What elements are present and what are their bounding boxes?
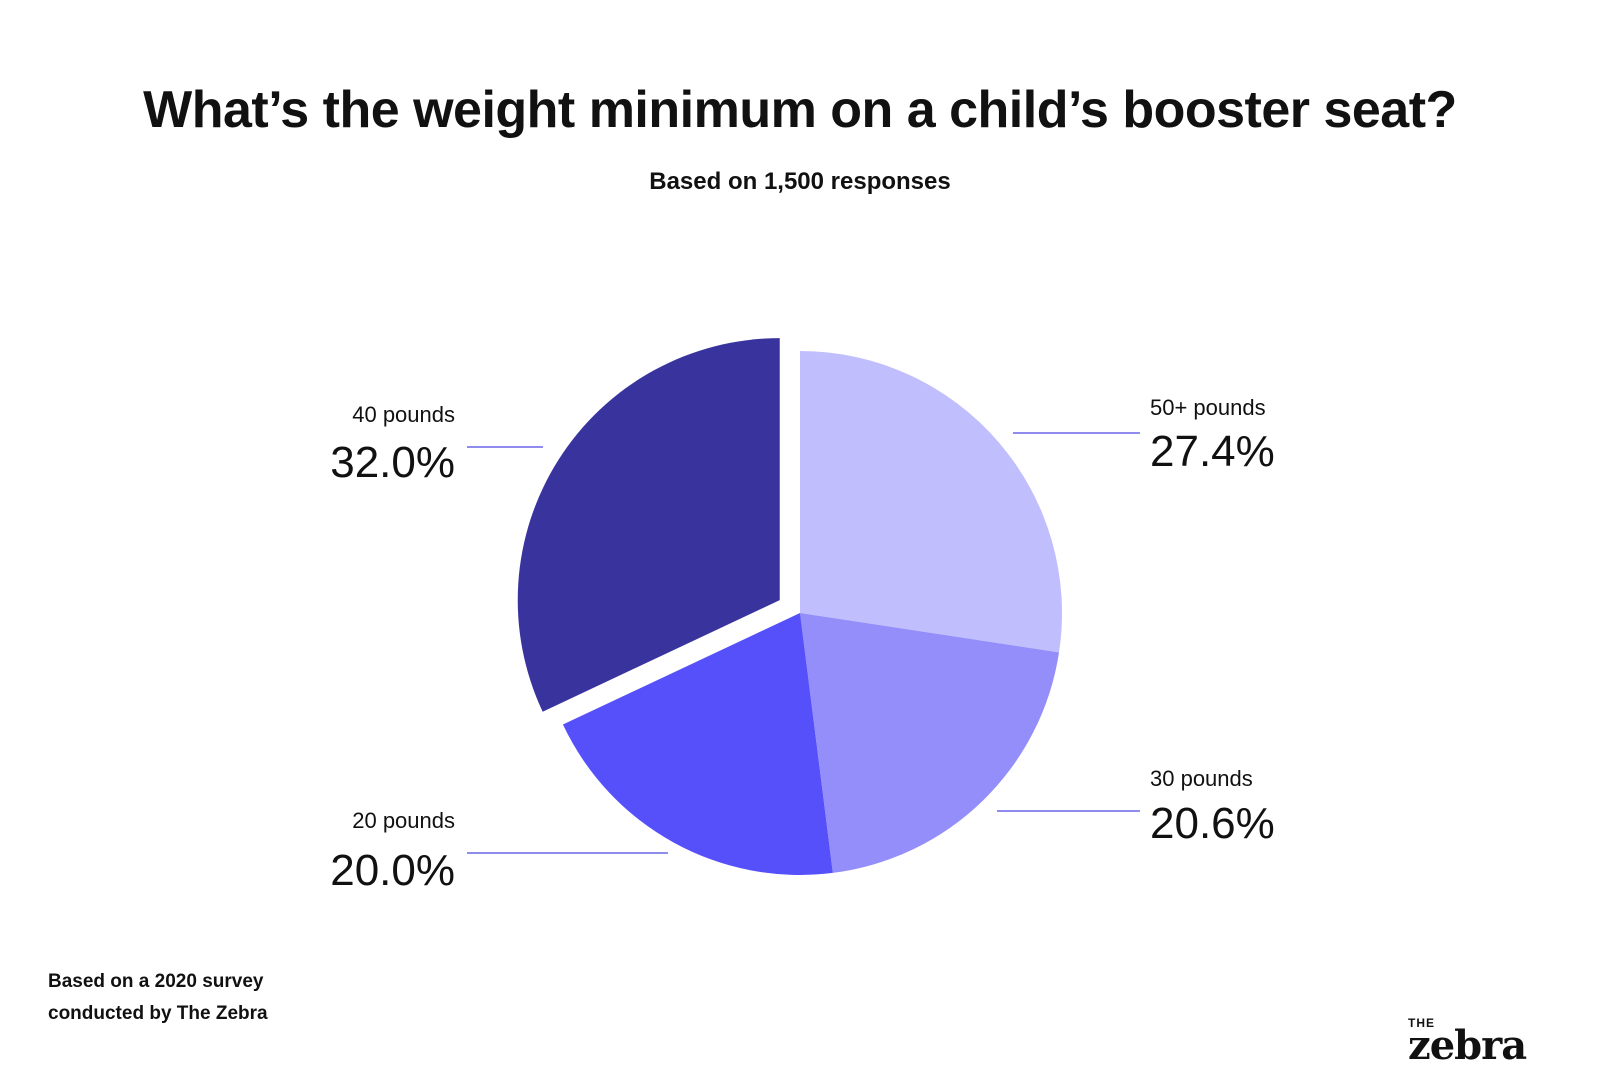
- chart-title: What’s the weight minimum on a child’s b…: [143, 81, 1457, 139]
- source-footnote: Based on a 2020 survey conducted by The …: [48, 966, 268, 1030]
- logo-wordmark: zebra: [1408, 1022, 1527, 1069]
- pie-slice-40-pounds: [517, 338, 780, 712]
- slice-value: 27.4%: [1150, 427, 1275, 476]
- slice-label: 50+ pounds: [1150, 395, 1266, 420]
- footnote-line-2: conducted by The Zebra: [48, 1003, 268, 1024]
- slice-value: 20.6%: [1150, 799, 1275, 848]
- slice-value: 32.0%: [330, 438, 455, 487]
- footnote-line-1: Based on a 2020 survey: [48, 971, 264, 992]
- slice-label: 30 pounds: [1150, 766, 1253, 791]
- slice-label: 20 pounds: [352, 808, 455, 833]
- pie-slice-50-pounds: [800, 351, 1062, 653]
- logo-the-text: THE: [1408, 1016, 1435, 1030]
- slice-label: 40 pounds: [352, 402, 455, 427]
- pie-slice-20-pounds: [562, 613, 833, 875]
- pie-slice-30-pounds: [800, 613, 1060, 873]
- zebra-logo: THE zebra: [1408, 1016, 1558, 1072]
- chart-subtitle: Based on 1,500 responses: [649, 168, 951, 195]
- slice-value: 20.0%: [330, 846, 455, 895]
